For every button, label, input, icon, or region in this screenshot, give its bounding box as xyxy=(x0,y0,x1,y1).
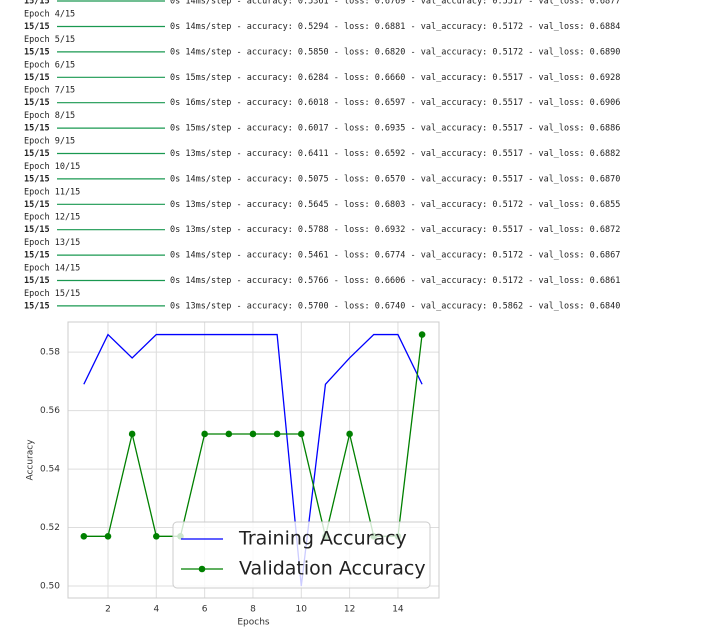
x-tick-label: 14 xyxy=(392,605,404,615)
epoch-label: Epoch 5/15 xyxy=(24,35,75,45)
epoch-stats: 0s 14ms/step - accuracy: 0.5294 - loss: … xyxy=(170,22,620,32)
data-point xyxy=(418,331,426,338)
epoch-stats: 0s 14ms/step - accuracy: 0.5850 - loss: … xyxy=(170,47,620,57)
epoch-label: Epoch 14/15 xyxy=(24,264,80,274)
x-tick-label: 2 xyxy=(105,605,111,615)
epoch-stats: 0s 15ms/step - accuracy: 0.6284 - loss: … xyxy=(170,73,620,83)
epoch-stats: 0s 13ms/step - accuracy: 0.5788 - loss: … xyxy=(170,225,620,235)
data-point xyxy=(225,430,233,438)
step-count: 15/15 xyxy=(24,149,50,159)
step-count: 15/15 xyxy=(24,73,50,83)
step-count: 15/15 xyxy=(24,200,50,210)
epoch-label: Epoch 8/15 xyxy=(24,111,75,121)
epoch-label: Epoch 4/15 xyxy=(24,10,75,20)
epoch-label: Epoch 13/15 xyxy=(24,238,80,248)
step-count: 15/15 xyxy=(24,276,50,286)
epoch-label: Epoch 7/15 xyxy=(24,86,75,96)
legend-label: Validation Accuracy xyxy=(239,558,426,580)
x-axis-label: Epochs xyxy=(237,618,270,628)
epoch-stats: 0s 14ms/step - accuracy: 0.5461 - loss: … xyxy=(170,251,620,261)
step-count: 15/15 xyxy=(24,0,50,7)
legend-box xyxy=(172,521,431,589)
x-tick-label: 10 xyxy=(296,605,308,615)
step-count: 15/15 xyxy=(24,225,50,235)
y-tick-label: 0.56 xyxy=(40,406,60,416)
data-point xyxy=(346,430,353,438)
epoch-stats: 0s 13ms/step - accuracy: 0.6411 - loss: … xyxy=(170,149,620,159)
x-tick-label: 8 xyxy=(250,605,256,615)
series-line xyxy=(83,333,423,587)
step-count: 15/15 xyxy=(24,98,50,108)
y-axis-label: Accuracy xyxy=(26,439,36,481)
epoch-stats: 0s 14ms/step - accuracy: 0.5361 - loss: … xyxy=(170,0,620,7)
epoch-label: Epoch 9/15 xyxy=(24,137,75,147)
data-point xyxy=(273,430,281,438)
epoch-label: Epoch 12/15 xyxy=(24,213,80,223)
epoch-label: Epoch 6/15 xyxy=(24,60,75,70)
data-point xyxy=(201,430,208,438)
x-tick-label: 4 xyxy=(153,605,159,615)
epoch-stats: 0s 14ms/step - accuracy: 0.5766 - loss: … xyxy=(170,276,620,286)
data-point xyxy=(104,533,112,540)
epoch-label: Epoch 15/15 xyxy=(24,289,80,299)
legend-marker xyxy=(198,565,206,573)
y-tick-label: 0.52 xyxy=(40,523,60,533)
step-count: 15/15 xyxy=(24,47,50,57)
data-point xyxy=(249,430,257,438)
step-count: 15/15 xyxy=(24,22,50,32)
y-tick-label: 0.58 xyxy=(40,348,60,358)
epoch-stats: 0s 14ms/step - accuracy: 0.5075 - loss: … xyxy=(170,174,620,184)
data-point xyxy=(297,430,305,438)
epoch-label: Epoch 11/15 xyxy=(24,187,80,197)
plot-frame xyxy=(67,321,440,599)
epoch-label: Epoch 10/15 xyxy=(24,162,80,172)
step-count: 15/15 xyxy=(24,124,50,134)
step-count: 15/15 xyxy=(24,174,50,184)
step-count: 15/15 xyxy=(24,301,50,311)
data-point xyxy=(153,533,160,540)
epoch-stats: 0s 13ms/step - accuracy: 0.5645 - loss: … xyxy=(170,200,620,210)
epoch-stats: 0s 13ms/step - accuracy: 0.5700 - loss: … xyxy=(170,301,620,311)
x-tick-label: 6 xyxy=(202,605,208,615)
y-tick-label: 0.50 xyxy=(40,582,60,592)
data-point xyxy=(80,533,88,540)
epoch-stats: 0s 16ms/step - accuracy: 0.6018 - loss: … xyxy=(170,98,620,108)
x-tick-label: 12 xyxy=(344,605,355,615)
legend-label: Training Accuracy xyxy=(238,528,407,550)
data-point xyxy=(128,430,136,438)
step-count: 15/15 xyxy=(24,251,50,261)
y-tick-label: 0.54 xyxy=(40,465,60,475)
epoch-stats: 0s 15ms/step - accuracy: 0.6017 - loss: … xyxy=(170,124,620,134)
